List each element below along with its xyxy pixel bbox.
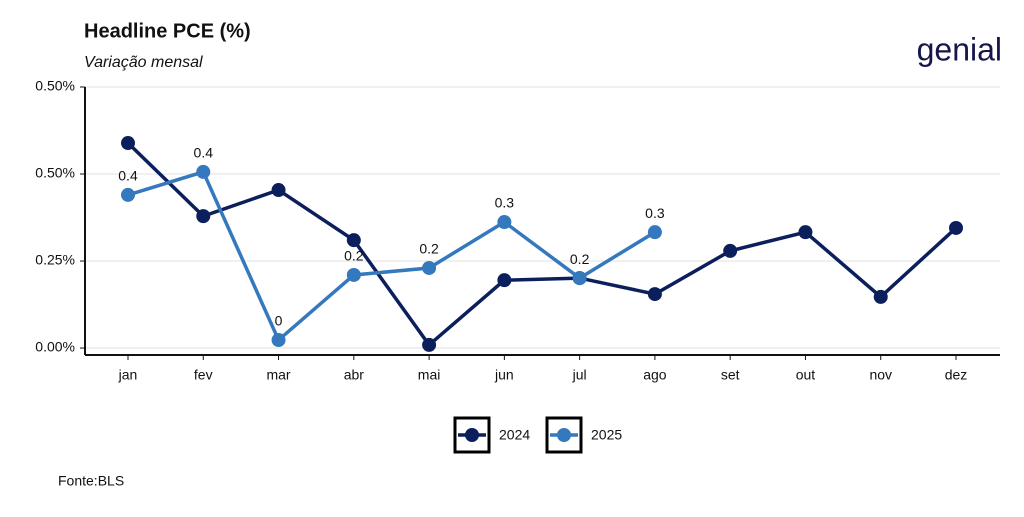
data-point bbox=[647, 225, 662, 240]
data-label: 0.2 bbox=[570, 251, 590, 267]
y-tick-label: 0.50% bbox=[35, 78, 75, 94]
y-tick-label: 0.00% bbox=[35, 339, 75, 355]
x-tick-label: jan bbox=[118, 367, 138, 383]
x-tick-label: mar bbox=[266, 367, 290, 383]
data-label: 0 bbox=[275, 313, 283, 329]
chart-subtitle: Variação mensal bbox=[84, 54, 203, 71]
data-point bbox=[647, 287, 662, 302]
legend-key-point bbox=[465, 428, 479, 442]
data-point bbox=[196, 164, 211, 179]
data-point bbox=[121, 136, 135, 151]
x-tick-label: jun bbox=[494, 367, 514, 383]
legend-label: 2025 bbox=[591, 427, 622, 443]
data-point bbox=[422, 337, 437, 352]
x-tick-label: set bbox=[721, 367, 740, 383]
x-tick-label: jul bbox=[572, 367, 587, 383]
data-point bbox=[949, 220, 963, 235]
data-label: 0.2 bbox=[344, 248, 364, 264]
legend-label: 2024 bbox=[499, 427, 530, 443]
x-tick-label: fev bbox=[194, 367, 213, 383]
data-point bbox=[196, 209, 211, 224]
data-point bbox=[422, 260, 437, 275]
y-tick-label: 0.25% bbox=[35, 252, 75, 268]
data-point bbox=[346, 267, 361, 282]
data-point bbox=[271, 333, 286, 348]
data-point bbox=[346, 233, 361, 248]
data-point bbox=[497, 273, 512, 288]
x-tick-label: ago bbox=[643, 367, 667, 383]
data-point bbox=[271, 183, 286, 198]
chart-title: Headline PCE (%) bbox=[84, 20, 251, 42]
data-label: 0.3 bbox=[645, 205, 665, 221]
series-line bbox=[127, 169, 656, 343]
data-label: 0.3 bbox=[495, 195, 515, 211]
data-label: 0.4 bbox=[118, 168, 138, 184]
data-point bbox=[723, 243, 738, 258]
x-tick-label: mai bbox=[418, 367, 441, 383]
data-point bbox=[572, 271, 587, 286]
data-point bbox=[873, 289, 888, 304]
series-line bbox=[126, 141, 958, 348]
source-note: Fonte:BLS bbox=[58, 473, 124, 489]
data-point bbox=[121, 187, 135, 202]
data-point bbox=[497, 215, 512, 230]
x-tick-label: out bbox=[796, 367, 816, 383]
x-tick-label: abr bbox=[344, 367, 365, 383]
data-label: 0.4 bbox=[194, 145, 214, 161]
data-point bbox=[798, 225, 813, 240]
legend-key-point bbox=[557, 428, 571, 442]
x-tick-label: nov bbox=[869, 367, 892, 383]
x-tick-label: dez bbox=[945, 367, 968, 383]
brand-logo: genial bbox=[917, 31, 1002, 67]
y-tick-label: 0.50% bbox=[35, 165, 75, 181]
data-label: 0.2 bbox=[419, 241, 439, 257]
